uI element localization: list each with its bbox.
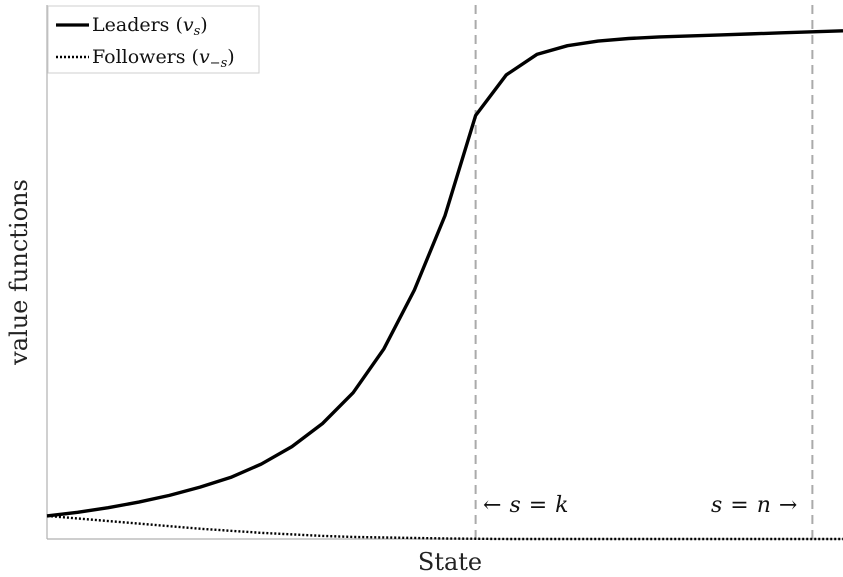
legend: Leaders (vs) Followers (v−s) xyxy=(47,5,260,74)
annotation-s-equals-k: ← s = k xyxy=(483,493,569,518)
series-line-followers xyxy=(46,514,843,541)
y-axis-label: value functions xyxy=(5,179,33,366)
series-line-leaders xyxy=(46,29,843,518)
legend-label-followers: Followers (v−s) xyxy=(92,46,235,71)
annotation-s-equals-n: s = n → xyxy=(711,493,797,518)
legend-box xyxy=(47,5,260,74)
x-axis-label: State xyxy=(418,548,482,576)
series-group xyxy=(46,29,843,541)
legend-label-leaders: Leaders (vs) xyxy=(92,14,208,39)
reference-lines xyxy=(474,5,814,539)
